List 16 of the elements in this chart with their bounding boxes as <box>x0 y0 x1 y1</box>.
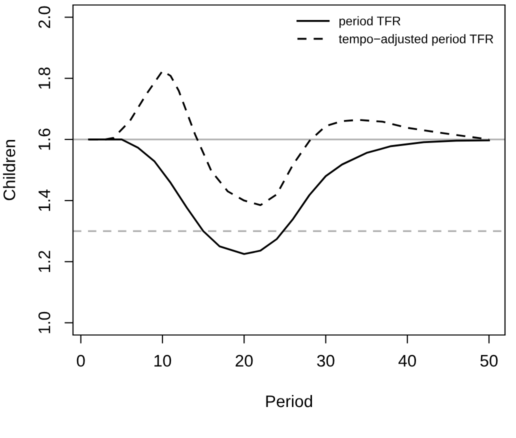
y-tick-label: 1.2 <box>38 250 50 272</box>
y-tick-label: 1.8 <box>38 67 50 89</box>
x-tick-label: 30 <box>317 354 334 367</box>
y-tick-label: 2.0 <box>38 6 50 28</box>
y-axis-title: Children <box>3 140 16 200</box>
x-tick-label: 0 <box>76 354 85 367</box>
x-tick-label: 20 <box>236 354 253 367</box>
y-tick-label: 1.4 <box>38 189 50 211</box>
legend-label: period TFR <box>339 16 400 28</box>
x-axis-title: Period <box>266 394 312 408</box>
x-tick-label: 40 <box>398 354 416 367</box>
y-tick-label: 1.0 <box>38 312 50 334</box>
x-tick-label: 50 <box>480 354 498 367</box>
y-tick-label: 1.6 <box>38 128 50 150</box>
x-tick-label: 10 <box>154 354 172 367</box>
legend-label: tempo−adjusted period TFR <box>338 34 494 46</box>
